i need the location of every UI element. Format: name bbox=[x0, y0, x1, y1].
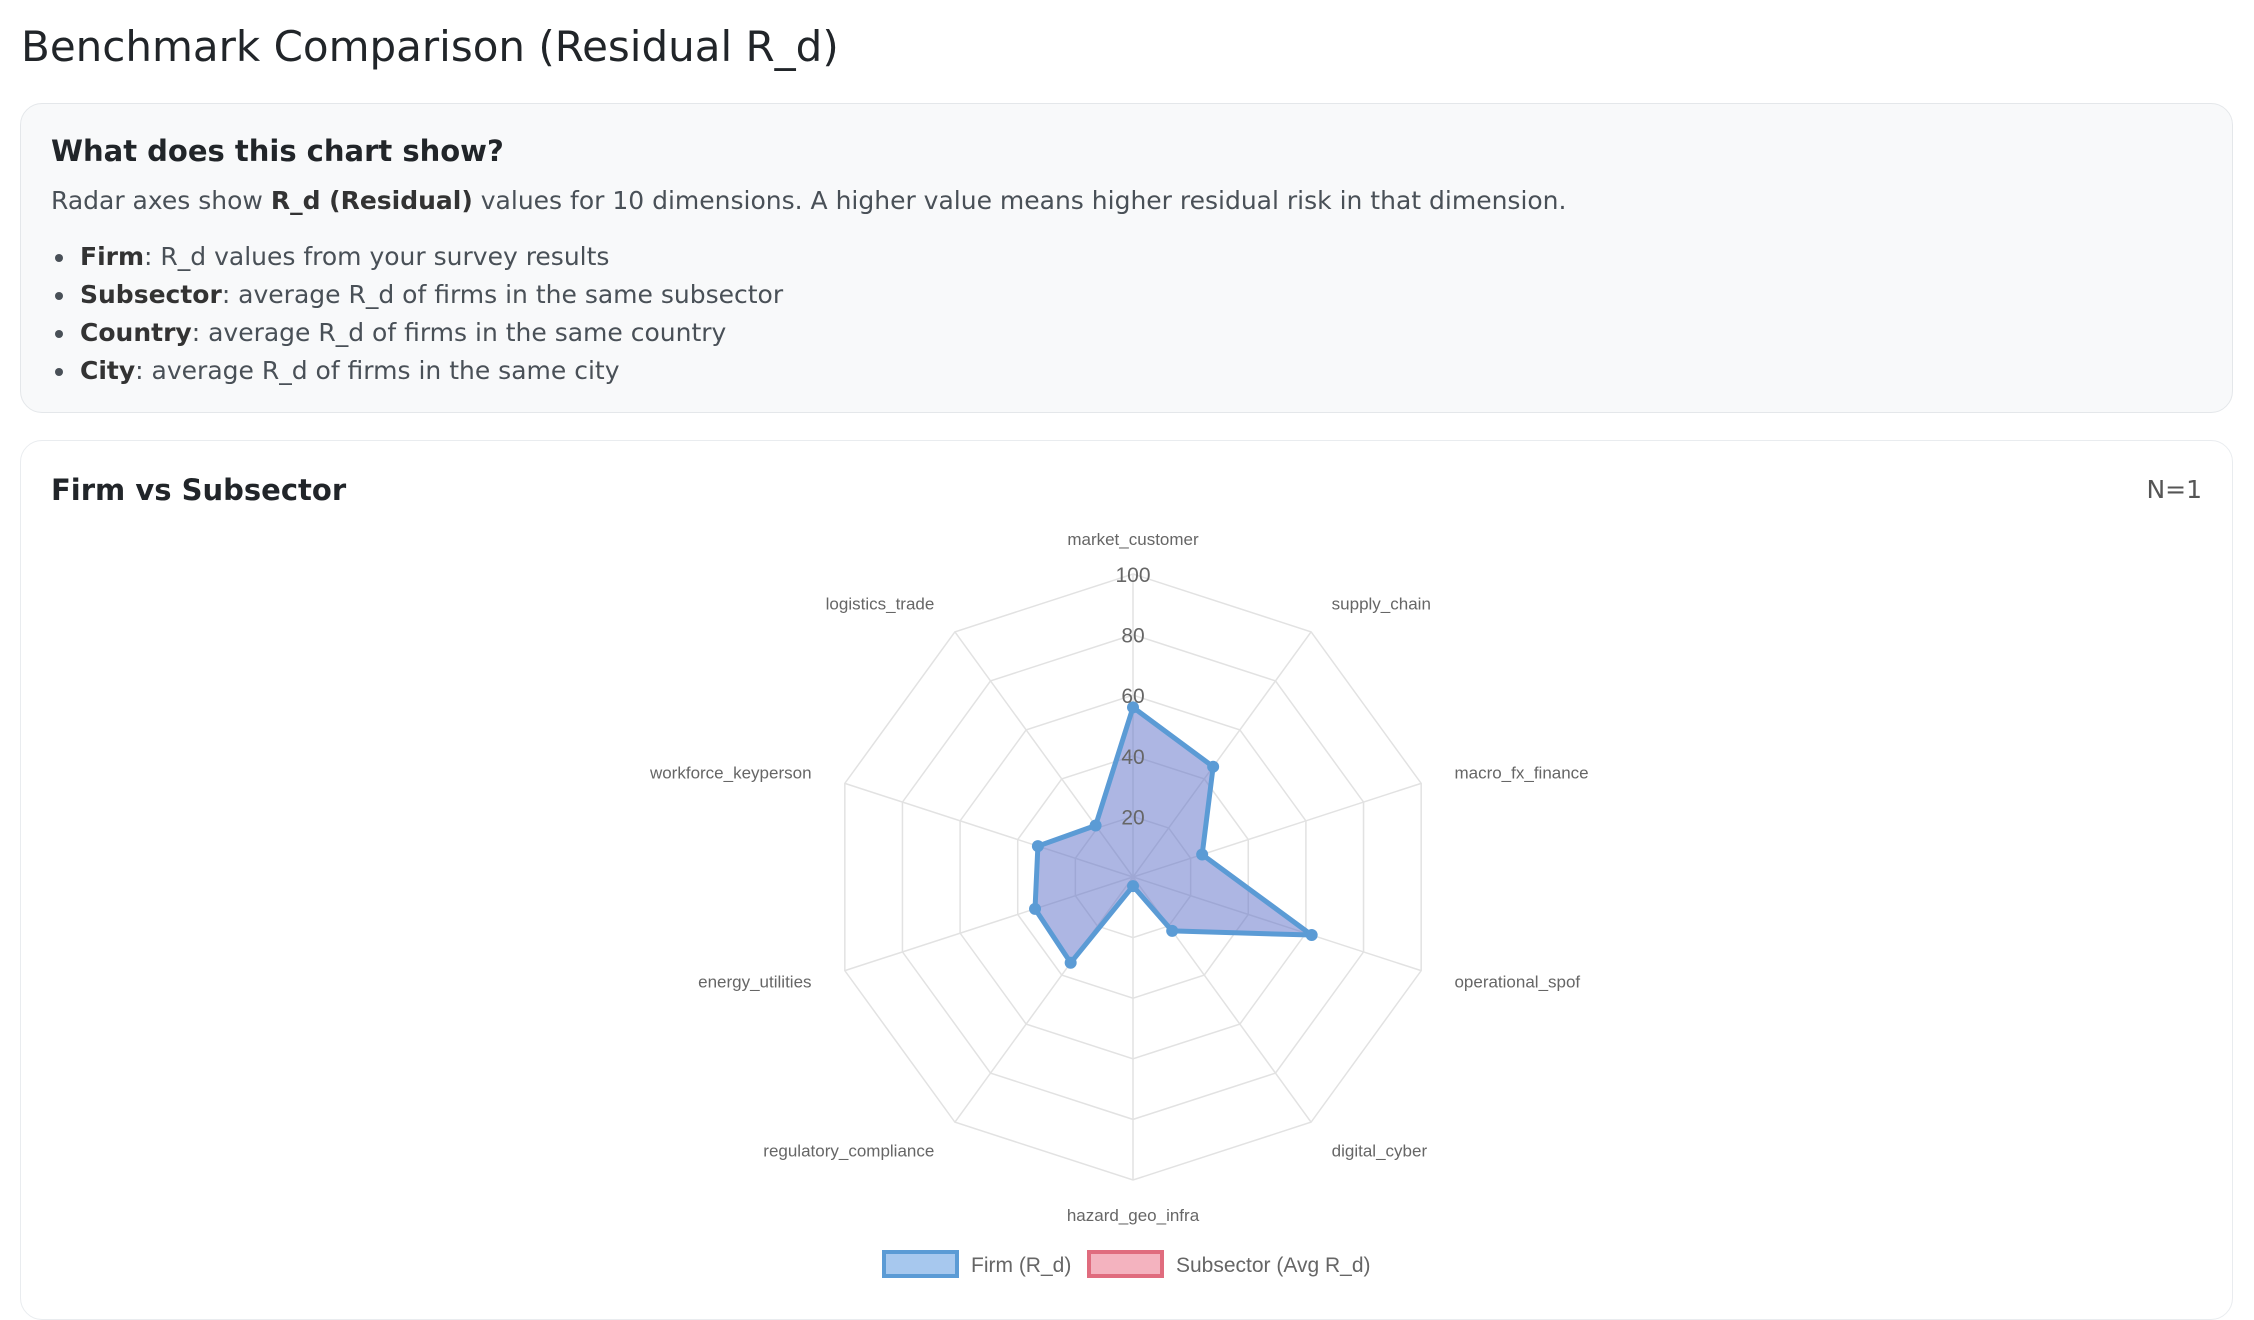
info-desc-suffix: values for 10 dimensions. A higher value… bbox=[472, 186, 1567, 215]
info-term-desc: : average R_d of firms in the same subse… bbox=[221, 280, 784, 309]
series-firm-point bbox=[1029, 902, 1042, 915]
info-term-desc: : average R_d of firms in the same city bbox=[135, 356, 620, 385]
series-firm-point bbox=[1031, 840, 1044, 853]
axis-label-market-customer: market_customer bbox=[1067, 530, 1199, 549]
info-description: Radar axes show R_d (Residual) values fo… bbox=[51, 186, 1566, 215]
tick-label: 100 bbox=[1115, 564, 1150, 587]
axis-label-hazard-geo-infra: hazard_geo_infra bbox=[1067, 1206, 1200, 1225]
series-firm-point bbox=[1064, 956, 1077, 969]
series-firm-point bbox=[1089, 819, 1102, 832]
legend-swatch-subsector bbox=[1087, 1250, 1164, 1278]
info-list-item: Subsector: average R_d of firms in the s… bbox=[51, 276, 783, 314]
chart-title: Firm vs Subsector bbox=[51, 473, 347, 507]
legend-label-firm: Firm (R_d) bbox=[971, 1254, 1071, 1277]
page-title: Benchmark Comparison (Residual R_d) bbox=[21, 22, 839, 71]
axis-label-regulatory-compliance: regulatory_compliance bbox=[763, 1141, 934, 1160]
legend-swatch-firm bbox=[882, 1250, 959, 1278]
tick-label: 20 bbox=[1121, 806, 1144, 829]
series-firm-point bbox=[1127, 701, 1139, 714]
info-term: Firm bbox=[80, 242, 145, 271]
tick-label: 60 bbox=[1121, 685, 1144, 708]
chart-card: Firm vs Subsector N=1 20 40 60 80 100 market_… bbox=[20, 440, 2233, 1320]
tick-label: 40 bbox=[1121, 746, 1144, 769]
sample-size-label: N=1 bbox=[2146, 475, 2202, 504]
radar-chart: 20 40 60 80 100 market_customer supply_chainma… bbox=[649, 530, 1589, 1278]
axis-label-digital-cyber: digital_cyber bbox=[1332, 1141, 1428, 1160]
info-desc-bold: R_d (Residual) bbox=[270, 186, 473, 215]
info-list-item: Firm: R_d values from your survey result… bbox=[51, 238, 783, 276]
legend-label-subsector: Subsector (Avg R_d) bbox=[1176, 1254, 1371, 1277]
info-term: Country bbox=[80, 318, 192, 347]
info-term-desc: : average R_d of firms in the same count… bbox=[191, 318, 727, 347]
info-list-item: City: average R_d of firms in the same c… bbox=[51, 352, 783, 390]
info-title: What does this chart show? bbox=[51, 134, 504, 168]
series-firm-point bbox=[1127, 880, 1139, 893]
axis-label-macro-fx-finance: macro_fx_finance bbox=[1454, 764, 1588, 783]
info-list: Firm: R_d values from your survey result… bbox=[51, 238, 783, 390]
info-desc-prefix: Radar axes show bbox=[51, 186, 271, 215]
series-firm-point bbox=[1166, 924, 1179, 937]
series-firm-area bbox=[1032, 704, 1315, 966]
axis-label-energy-utilities: energy_utilities bbox=[698, 972, 811, 991]
info-card: What does this chart show? Radar axes sh… bbox=[20, 103, 2233, 413]
axis-label-logistics-trade: logistics_trade bbox=[826, 595, 935, 614]
info-term-desc: : R_d values from your survey results bbox=[144, 242, 610, 271]
info-term: Subsector bbox=[80, 280, 222, 309]
series-firm-point bbox=[1305, 929, 1318, 942]
tick-label: 80 bbox=[1121, 625, 1144, 648]
axis-label-supply-chain: supply_chain bbox=[1332, 595, 1431, 614]
info-term: City bbox=[80, 356, 136, 385]
series-firm-point bbox=[1207, 760, 1220, 773]
info-list-item: Country: average R_d of firms in the sam… bbox=[51, 314, 783, 352]
series-firm-point bbox=[1196, 848, 1209, 861]
axis-label-operational-spof: operational_spof bbox=[1454, 972, 1580, 991]
axis-label-workforce-keyperson: workforce_keyperson bbox=[649, 764, 812, 783]
